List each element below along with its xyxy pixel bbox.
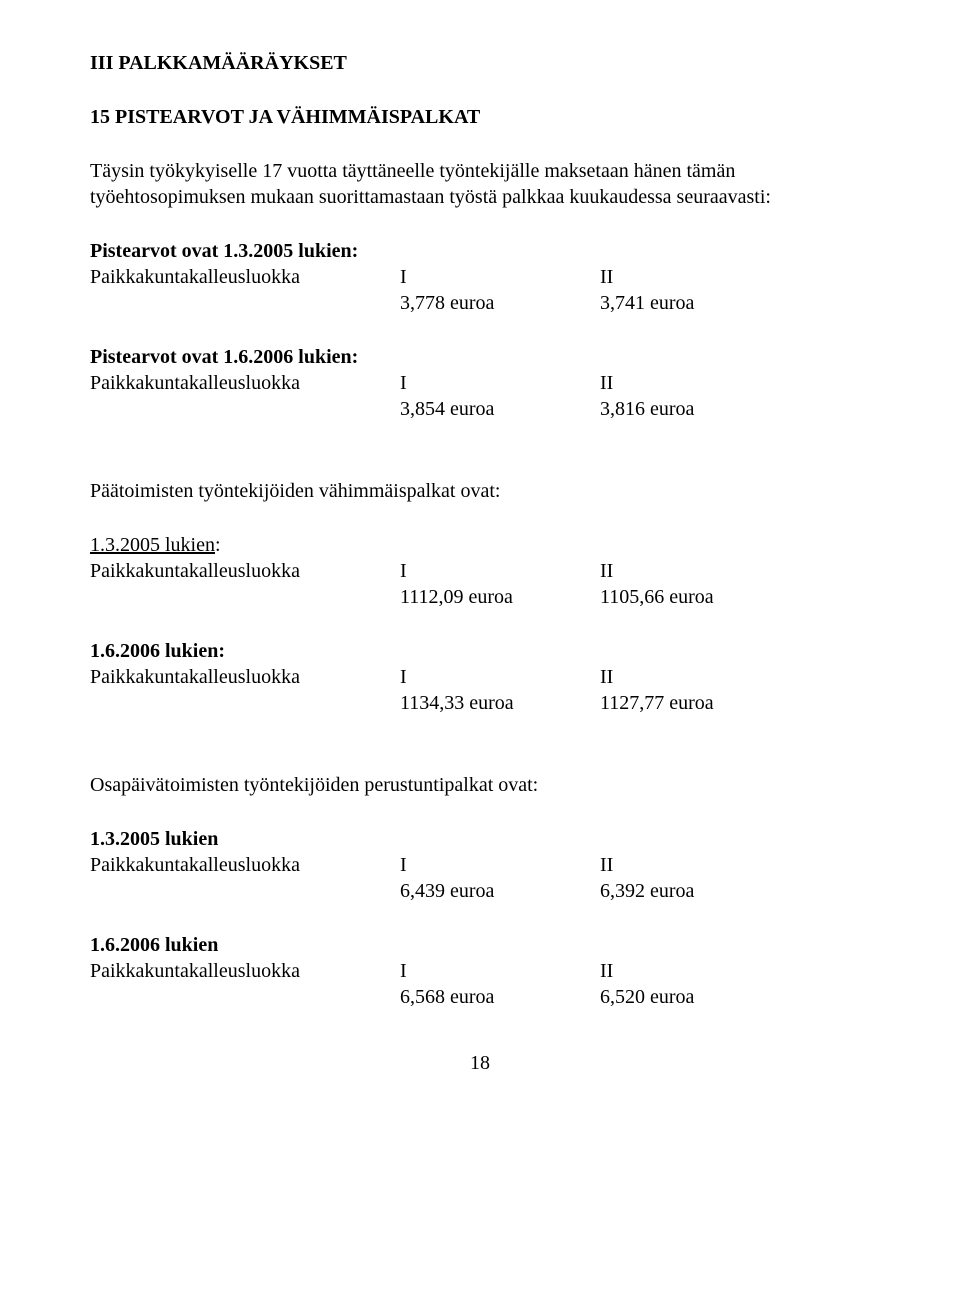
row-label: Paikkakuntakalleusluokka <box>90 370 400 396</box>
col-head: I <box>400 664 600 690</box>
cell-value: 1112,09 euroa <box>400 584 600 610</box>
cell-value: 1127,77 euroa <box>600 690 800 716</box>
block-heading: 1.3.2005 lukien <box>90 826 870 852</box>
heading-suffix: : <box>215 534 221 556</box>
row-label: Paikkakuntakalleusluokka <box>90 264 400 290</box>
mid-heading-1: Päätoimisten työntekijöiden vähimmäispal… <box>90 478 870 504</box>
cell-value: 6,520 euroa <box>600 984 800 1010</box>
pistearvot-2006: Pistearvot ovat 1.6.2006 lukien: Paikkak… <box>90 344 870 422</box>
cell-value: 6,392 euroa <box>600 878 800 904</box>
cell-value: 1105,66 euroa <box>600 584 800 610</box>
page-title: III PALKKAMÄÄRÄYKSET <box>90 50 870 76</box>
col-head: I <box>400 958 600 984</box>
heading-underlined: 1.3.2005 lukien <box>90 534 215 556</box>
col-head: II <box>600 370 800 396</box>
cell-value: 1134,33 euroa <box>400 690 600 716</box>
col-head: I <box>400 370 600 396</box>
perustuntipalkat-2006: 1.6.2006 lukien Paikkakuntakalleusluokka… <box>90 932 870 1010</box>
row-label: Paikkakuntakalleusluokka <box>90 558 400 584</box>
table-row: 3,854 euroa 3,816 euroa <box>90 396 870 422</box>
table-row: Paikkakuntakalleusluokka I II <box>90 958 870 984</box>
table-row: Paikkakuntakalleusluokka I II <box>90 370 870 396</box>
row-label: Paikkakuntakalleusluokka <box>90 852 400 878</box>
cell-value: 6,439 euroa <box>400 878 600 904</box>
block-heading: 1.6.2006 lukien: <box>90 638 870 664</box>
cell-value: 3,854 euroa <box>400 396 600 422</box>
pistearvot-2005: Pistearvot ovat 1.3.2005 lukien: Paikkak… <box>90 238 870 316</box>
perustuntipalkat-2005: 1.3.2005 lukien Paikkakuntakalleusluokka… <box>90 826 870 904</box>
col-head: II <box>600 558 800 584</box>
block-heading: Pistearvot ovat 1.3.2005 lukien: <box>90 238 870 264</box>
block-heading: 1.3.2005 lukien: <box>90 532 870 558</box>
block-heading: Pistearvot ovat 1.6.2006 lukien: <box>90 344 870 370</box>
row-label <box>90 984 400 1010</box>
cell-value: 3,816 euroa <box>600 396 800 422</box>
table-row: 1112,09 euroa 1105,66 euroa <box>90 584 870 610</box>
cell-value: 3,741 euroa <box>600 290 800 316</box>
col-head: II <box>600 264 800 290</box>
col-head: II <box>600 664 800 690</box>
mid-heading-2: Osapäivätoimisten työntekijöiden perustu… <box>90 772 870 798</box>
col-head: II <box>600 958 800 984</box>
row-label <box>90 290 400 316</box>
intro-paragraph: Täysin työkykyiselle 17 vuotta täyttänee… <box>90 158 870 210</box>
vahimmaispalkat-2005: 1.3.2005 lukien: Paikkakuntakalleusluokk… <box>90 532 870 610</box>
table-row: 6,439 euroa 6,392 euroa <box>90 878 870 904</box>
table-row: Paikkakuntakalleusluokka I II <box>90 664 870 690</box>
col-head: I <box>400 264 600 290</box>
row-label <box>90 878 400 904</box>
cell-value: 3,778 euroa <box>400 290 600 316</box>
table-row: Paikkakuntakalleusluokka I II <box>90 264 870 290</box>
table-row: 6,568 euroa 6,520 euroa <box>90 984 870 1010</box>
col-head: I <box>400 852 600 878</box>
row-label: Paikkakuntakalleusluokka <box>90 664 400 690</box>
row-label <box>90 584 400 610</box>
block-heading: 1.6.2006 lukien <box>90 932 870 958</box>
table-row: 1134,33 euroa 1127,77 euroa <box>90 690 870 716</box>
table-row: 3,778 euroa 3,741 euroa <box>90 290 870 316</box>
table-row: Paikkakuntakalleusluokka I II <box>90 558 870 584</box>
col-head: II <box>600 852 800 878</box>
cell-value: 6,568 euroa <box>400 984 600 1010</box>
table-row: Paikkakuntakalleusluokka I II <box>90 852 870 878</box>
section-heading: 15 PISTEARVOT JA VÄHIMMÄISPALKAT <box>90 104 870 130</box>
row-label <box>90 690 400 716</box>
page-number: 18 <box>90 1050 870 1076</box>
vahimmaispalkat-2006: 1.6.2006 lukien: Paikkakuntakalleusluokk… <box>90 638 870 716</box>
col-head: I <box>400 558 600 584</box>
row-label: Paikkakuntakalleusluokka <box>90 958 400 984</box>
row-label <box>90 396 400 422</box>
